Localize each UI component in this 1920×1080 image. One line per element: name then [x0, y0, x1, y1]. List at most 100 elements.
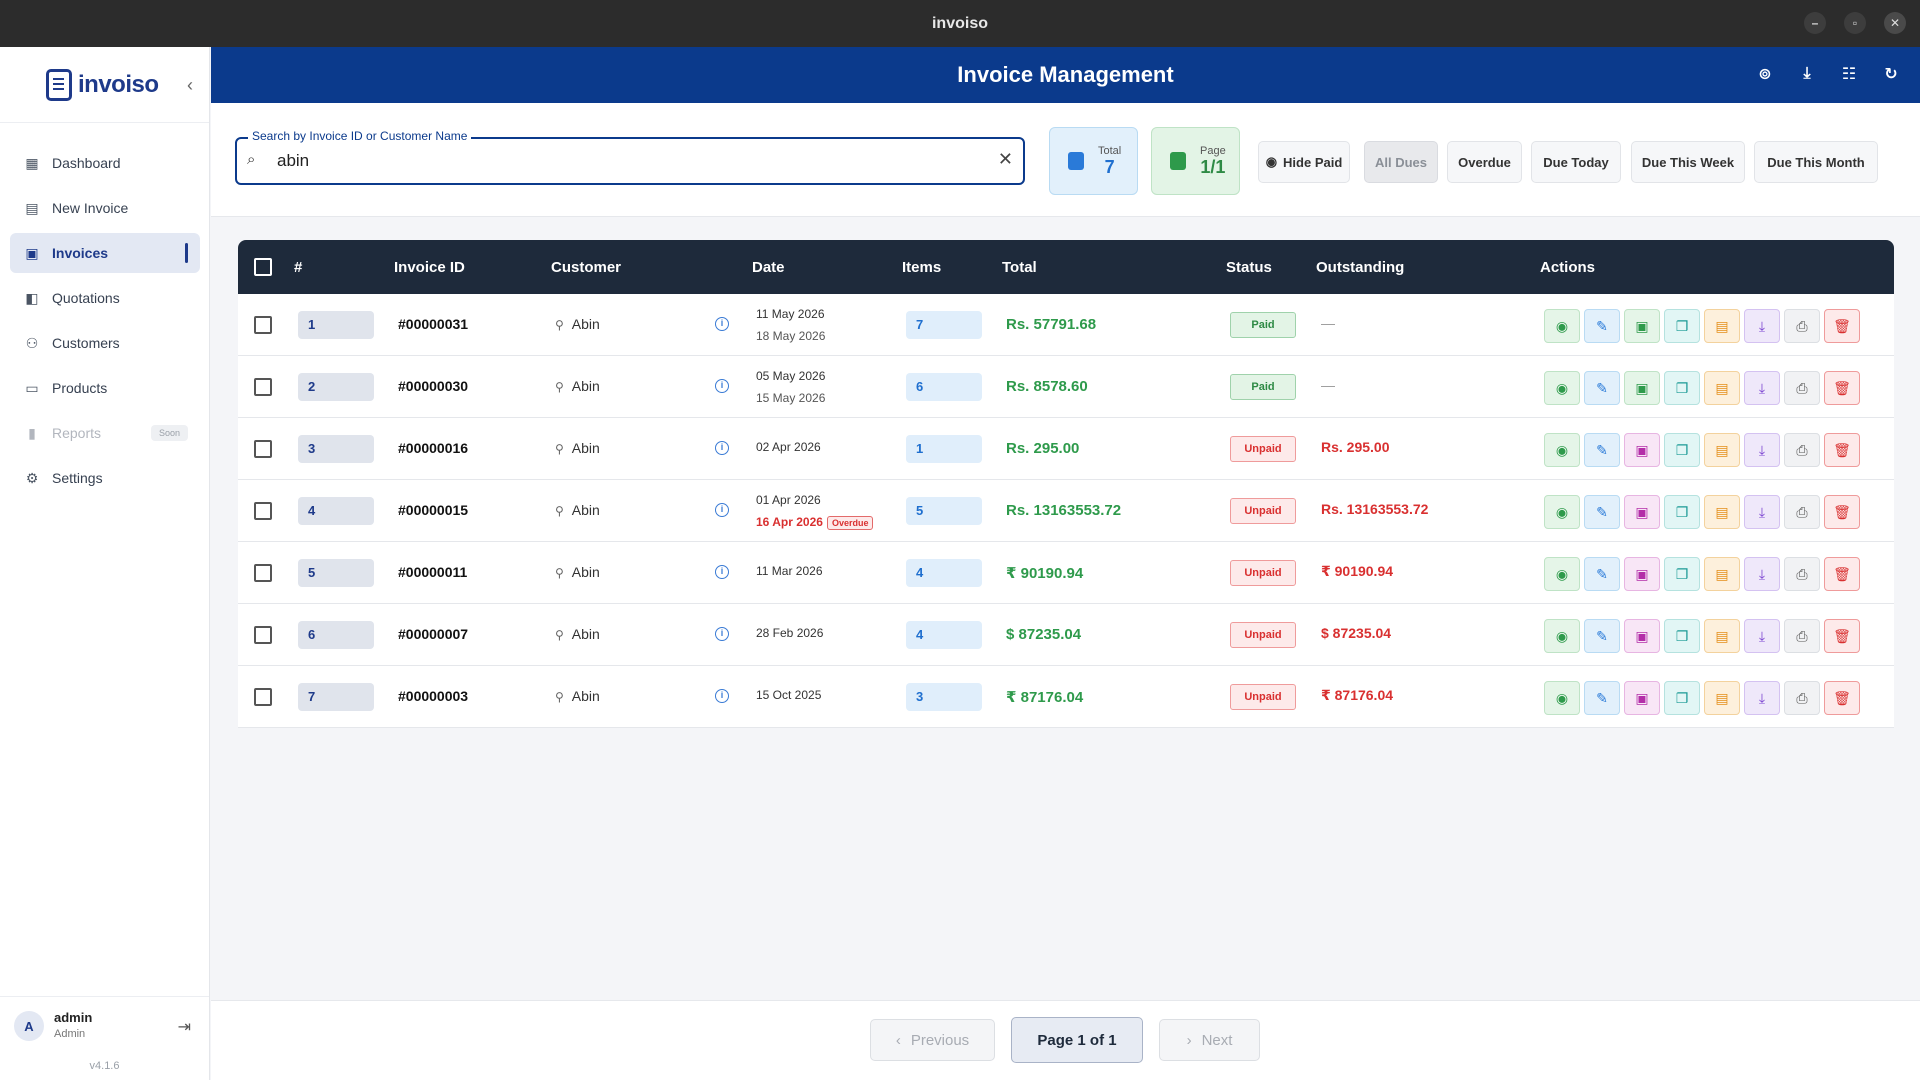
- previous-page-button[interactable]: ‹ Previous: [870, 1019, 995, 1061]
- collapse-sidebar-icon[interactable]: ‹: [187, 75, 193, 95]
- table-row[interactable]: 4 #00000015 ⚲ Abin i 01 Apr 2026 16 Apr 2026 Ov…: [238, 480, 1894, 542]
- delete-icon[interactable]: 🗑: [1824, 433, 1860, 467]
- import-icon[interactable]: ⊚: [1758, 66, 1772, 83]
- edit-icon[interactable]: ✎: [1584, 681, 1620, 715]
- invoice-id[interactable]: #00000031: [398, 316, 469, 332]
- header-customer[interactable]: Customer: [551, 258, 622, 276]
- print-icon[interactable]: ⎙: [1784, 371, 1820, 405]
- table-row[interactable]: 1 #00000031 ⚲ Abin i 11 May 2026 18 May 2026 7 R…: [238, 294, 1894, 356]
- payment-icon[interactable]: ▣: [1624, 309, 1660, 343]
- payment-icon[interactable]: ▣: [1624, 495, 1660, 529]
- convert-icon[interactable]: ▤: [1704, 619, 1740, 653]
- download-pdf-icon[interactable]: ⤓: [1744, 433, 1780, 467]
- sidebar-item-dashboard[interactable]: ▦ Dashboard: [10, 143, 200, 183]
- convert-icon[interactable]: ▤: [1704, 681, 1740, 715]
- header-total[interactable]: Total: [1002, 258, 1037, 276]
- duplicate-icon[interactable]: ❐: [1664, 433, 1700, 467]
- due-this-month-button[interactable]: Due This Month: [1754, 141, 1878, 183]
- delete-icon[interactable]: 🗑: [1824, 495, 1860, 529]
- invoice-id[interactable]: #00000007: [398, 626, 469, 642]
- edit-icon[interactable]: ✎: [1584, 433, 1620, 467]
- info-icon[interactable]: i: [715, 627, 729, 641]
- print-icon[interactable]: ⎙: [1784, 495, 1820, 529]
- view-icon[interactable]: ◉: [1544, 495, 1580, 529]
- info-icon[interactable]: i: [715, 441, 729, 455]
- download-pdf-icon[interactable]: ⤓: [1744, 557, 1780, 591]
- sidebar-item-invoices[interactable]: ▣ Invoices: [10, 233, 200, 273]
- delete-icon[interactable]: 🗑: [1824, 681, 1860, 715]
- edit-icon[interactable]: ✎: [1584, 619, 1620, 653]
- row-checkbox[interactable]: [254, 626, 272, 644]
- convert-icon[interactable]: ▤: [1704, 309, 1740, 343]
- maximize-icon[interactable]: ▫: [1844, 12, 1866, 34]
- duplicate-icon[interactable]: ❐: [1664, 371, 1700, 405]
- sidebar-item-new-invoice[interactable]: ▤ New Invoice: [10, 188, 200, 228]
- header-status[interactable]: Status: [1226, 258, 1272, 276]
- row-checkbox[interactable]: [254, 378, 272, 396]
- row-checkbox[interactable]: [254, 316, 272, 334]
- edit-icon[interactable]: ✎: [1584, 495, 1620, 529]
- info-icon[interactable]: i: [715, 379, 729, 393]
- hide-paid-button[interactable]: ◉ Hide Paid: [1258, 141, 1350, 183]
- row-checkbox[interactable]: [254, 440, 272, 458]
- duplicate-icon[interactable]: ❐: [1664, 309, 1700, 343]
- info-icon[interactable]: i: [715, 689, 729, 703]
- view-icon[interactable]: ◉: [1544, 433, 1580, 467]
- duplicate-icon[interactable]: ❐: [1664, 619, 1700, 653]
- header-invoice-id[interactable]: Invoice ID: [394, 258, 465, 276]
- download-pdf-icon[interactable]: ⤓: [1744, 371, 1780, 405]
- sidebar-item-customers[interactable]: ⚇ Customers: [10, 323, 200, 363]
- download-pdf-icon[interactable]: ⤓: [1744, 309, 1780, 343]
- due-this-week-button[interactable]: Due This Week: [1631, 141, 1745, 183]
- sidebar-item-quotations[interactable]: ◧ Quotations: [10, 278, 200, 318]
- due-today-button[interactable]: Due Today: [1531, 141, 1621, 183]
- bulk-delete-icon[interactable]: ☷: [1841, 66, 1857, 83]
- print-icon[interactable]: ⎙: [1784, 433, 1820, 467]
- edit-icon[interactable]: ✎: [1584, 557, 1620, 591]
- invoice-id[interactable]: #00000015: [398, 502, 469, 518]
- row-checkbox[interactable]: [254, 564, 272, 582]
- table-row[interactable]: 6 #00000007 ⚲ Abin i 28 Feb 2026 4 $ 87235.04 Un…: [238, 604, 1894, 666]
- edit-icon[interactable]: ✎: [1584, 371, 1620, 405]
- info-icon[interactable]: i: [715, 317, 729, 331]
- header-date[interactable]: Date: [752, 258, 785, 276]
- minimize-icon[interactable]: –: [1804, 12, 1826, 34]
- print-icon[interactable]: ⎙: [1784, 681, 1820, 715]
- info-icon[interactable]: i: [715, 565, 729, 579]
- download-icon[interactable]: ⤓: [1803, 65, 1811, 82]
- duplicate-icon[interactable]: ❐: [1664, 681, 1700, 715]
- select-all-checkbox[interactable]: [254, 258, 272, 276]
- view-icon[interactable]: ◉: [1544, 619, 1580, 653]
- row-checkbox[interactable]: [254, 688, 272, 706]
- convert-icon[interactable]: ▤: [1704, 495, 1740, 529]
- payment-icon[interactable]: ▣: [1624, 371, 1660, 405]
- table-row[interactable]: 3 #00000016 ⚲ Abin i 02 Apr 2026 1 Rs. 295.00 Un…: [238, 418, 1894, 480]
- overdue-button[interactable]: Overdue: [1447, 141, 1522, 183]
- convert-icon[interactable]: ▤: [1704, 557, 1740, 591]
- print-icon[interactable]: ⎙: [1784, 309, 1820, 343]
- row-checkbox[interactable]: [254, 502, 272, 520]
- delete-icon[interactable]: 🗑: [1824, 557, 1860, 591]
- convert-icon[interactable]: ▤: [1704, 371, 1740, 405]
- download-pdf-icon[interactable]: ⤓: [1744, 681, 1780, 715]
- view-icon[interactable]: ◉: [1544, 557, 1580, 591]
- payment-icon[interactable]: ▣: [1624, 557, 1660, 591]
- payment-icon[interactable]: ▣: [1624, 433, 1660, 467]
- duplicate-icon[interactable]: ❐: [1664, 557, 1700, 591]
- convert-icon[interactable]: ▤: [1704, 433, 1740, 467]
- close-icon[interactable]: ✕: [1884, 12, 1906, 34]
- duplicate-icon[interactable]: ❐: [1664, 495, 1700, 529]
- invoice-id[interactable]: #00000016: [398, 440, 469, 456]
- info-icon[interactable]: i: [715, 503, 729, 517]
- download-pdf-icon[interactable]: ⤓: [1744, 495, 1780, 529]
- delete-icon[interactable]: 🗑: [1824, 371, 1860, 405]
- view-icon[interactable]: ◉: [1544, 681, 1580, 715]
- refresh-icon[interactable]: ↻: [1884, 66, 1898, 83]
- invoice-id[interactable]: #00000003: [398, 688, 469, 704]
- payment-icon[interactable]: ▣: [1624, 619, 1660, 653]
- clear-search-icon[interactable]: ✕: [997, 149, 1013, 169]
- view-icon[interactable]: ◉: [1544, 309, 1580, 343]
- invoice-id[interactable]: #00000011: [398, 564, 468, 580]
- edit-icon[interactable]: ✎: [1584, 309, 1620, 343]
- view-icon[interactable]: ◉: [1544, 371, 1580, 405]
